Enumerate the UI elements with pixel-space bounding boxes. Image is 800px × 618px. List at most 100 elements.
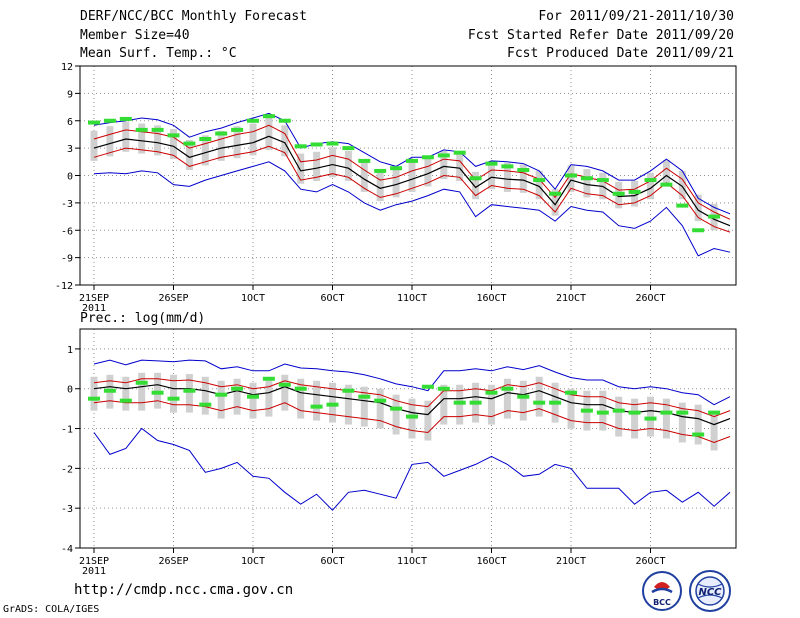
precipitation-range-box bbox=[519, 380, 527, 421]
bcc-logo-text: BCC bbox=[653, 598, 671, 607]
grads-credit: GrADS: COLA/IGES bbox=[3, 604, 100, 615]
precipitation-range-box bbox=[662, 398, 670, 439]
precipitation-observed-marker bbox=[692, 432, 705, 437]
temperature-lower-spread-line bbox=[93, 145, 731, 233]
precipitation-range-box bbox=[360, 386, 368, 427]
temperature-range-box bbox=[456, 152, 464, 181]
precipitation-observed-marker bbox=[565, 390, 577, 395]
temperature-observed-marker bbox=[580, 176, 593, 181]
temperature-range-box bbox=[360, 161, 368, 192]
precipitation-range-box bbox=[313, 380, 321, 421]
temperature-range-box bbox=[488, 161, 495, 190]
precipitation-range-box bbox=[344, 384, 352, 425]
temperature-range-box bbox=[583, 169, 591, 198]
precipitation-xtick-label: 21OCT bbox=[556, 556, 586, 567]
temperature-observed-marker bbox=[390, 166, 403, 171]
temperature-range-box bbox=[662, 159, 670, 187]
temperature-range-box bbox=[201, 135, 209, 166]
precipitation-xtick-label: 1OCT bbox=[241, 556, 265, 567]
temperature-observed-marker bbox=[596, 178, 609, 183]
temperature-ytick-label: 9 bbox=[67, 89, 73, 100]
precipitation-observed-marker bbox=[421, 384, 434, 389]
temperature-range-box bbox=[138, 123, 146, 154]
precipitation-observed-marker bbox=[215, 392, 228, 397]
temperature-xtick-label: 11OCT bbox=[397, 293, 427, 304]
precipitation-range-box bbox=[615, 396, 623, 437]
precipitation-xtick-label: 11OCT bbox=[397, 556, 427, 567]
temperature-observed-marker bbox=[644, 178, 657, 183]
bcc-logo: BCC bbox=[642, 571, 682, 611]
precipitation-ytick-label: -3 bbox=[61, 504, 73, 515]
precipitation-xtick-label: 26OCT bbox=[635, 556, 665, 567]
precipitation-frame bbox=[79, 328, 737, 549]
forecast-period-label: For 2011/09/21-2011/10/30 bbox=[538, 9, 734, 24]
precipitation-observed-marker bbox=[199, 402, 212, 407]
temperature-xtick-label: 21SEP bbox=[79, 293, 109, 304]
precipitation-observed-marker bbox=[167, 396, 180, 401]
temperature-observed-marker bbox=[453, 150, 466, 155]
precipitation-observed-marker bbox=[676, 410, 689, 415]
precipitation-observed-marker bbox=[469, 400, 482, 405]
temperature-xtick-label: 26OCT bbox=[635, 293, 665, 304]
temperature-range-box bbox=[567, 165, 575, 192]
ncc-logo-text: NCC bbox=[698, 587, 722, 598]
temperature-range-box bbox=[440, 150, 448, 180]
precipitation-range-box bbox=[281, 374, 289, 411]
source-url[interactable]: http://cmdp.ncc.cma.gov.cn bbox=[74, 582, 294, 598]
produced-date-label: Fcst Produced Date 2011/09/21 bbox=[507, 46, 734, 61]
precipitation-observed-marker bbox=[262, 376, 275, 381]
precipitation-max-line bbox=[93, 359, 731, 406]
precipitation-range-box bbox=[694, 404, 702, 445]
precipitation-range-box bbox=[678, 402, 686, 443]
temperature-range-box bbox=[678, 170, 686, 200]
temperature-observed-marker bbox=[485, 161, 498, 166]
temperature-xtick-label: 6OCT bbox=[320, 293, 344, 304]
temperature-observed-marker bbox=[612, 191, 625, 196]
precipitation-range-box bbox=[185, 373, 193, 413]
precipitation-upper-spread-line bbox=[93, 378, 731, 418]
precipitation-range-box bbox=[138, 372, 146, 411]
temperature-upper-spread-line bbox=[93, 124, 731, 220]
temperature-observed-marker bbox=[660, 182, 673, 187]
temperature-ytick-label: -3 bbox=[61, 199, 73, 210]
precipitation-observed-marker bbox=[708, 410, 721, 415]
precipitation-xtick-year-label: 2011 bbox=[82, 566, 106, 577]
temperature-observed-marker bbox=[119, 116, 132, 121]
temperature-observed-marker bbox=[501, 164, 514, 169]
precipitation-range-box bbox=[710, 410, 718, 451]
temperature-xtick-label: 26SEP bbox=[158, 293, 188, 304]
precipitation-observed-marker bbox=[406, 414, 418, 419]
precipitation-range-box bbox=[233, 378, 241, 415]
temperature-range-box bbox=[106, 126, 114, 157]
precipitation-range-box bbox=[567, 388, 575, 429]
temperature-range-box bbox=[408, 162, 416, 192]
temperature-range-box bbox=[122, 121, 130, 152]
temperature-range-box bbox=[329, 147, 336, 178]
precipitation-range-box bbox=[631, 398, 639, 439]
temperature-observed-marker bbox=[199, 137, 212, 141]
precipitation-range-box bbox=[535, 376, 543, 417]
temperature-ytick-label: -9 bbox=[61, 254, 73, 265]
precipitation-observed-marker bbox=[580, 408, 593, 413]
precipitation-range-box bbox=[503, 378, 511, 419]
temperature-range-box bbox=[344, 150, 352, 181]
temperature-observed-marker bbox=[549, 191, 562, 196]
variable-label: Mean Surf. Temp.: °C bbox=[80, 46, 237, 61]
precipitation-observed-marker bbox=[326, 402, 339, 407]
temperature-range-box bbox=[694, 194, 702, 222]
temperature-xtick-label: 16OCT bbox=[476, 293, 506, 304]
temperature-ytick-label: 12 bbox=[61, 62, 73, 73]
temperature-observed-marker bbox=[358, 158, 371, 163]
precipitation-observed-marker bbox=[390, 406, 403, 411]
precipitation-ytick-label: 1 bbox=[67, 345, 73, 356]
precipitation-range-box bbox=[392, 394, 400, 435]
temperature-range-box bbox=[170, 128, 177, 160]
precipitation-observed-marker bbox=[183, 388, 196, 393]
precipitation-observed-marker bbox=[358, 394, 371, 399]
temperature-observed-marker bbox=[676, 203, 689, 208]
temperature-observed-marker bbox=[342, 146, 355, 151]
precipitation-observed-marker bbox=[294, 386, 307, 391]
precipitation-observed-marker bbox=[596, 410, 609, 415]
temperature-observed-marker bbox=[167, 133, 180, 138]
